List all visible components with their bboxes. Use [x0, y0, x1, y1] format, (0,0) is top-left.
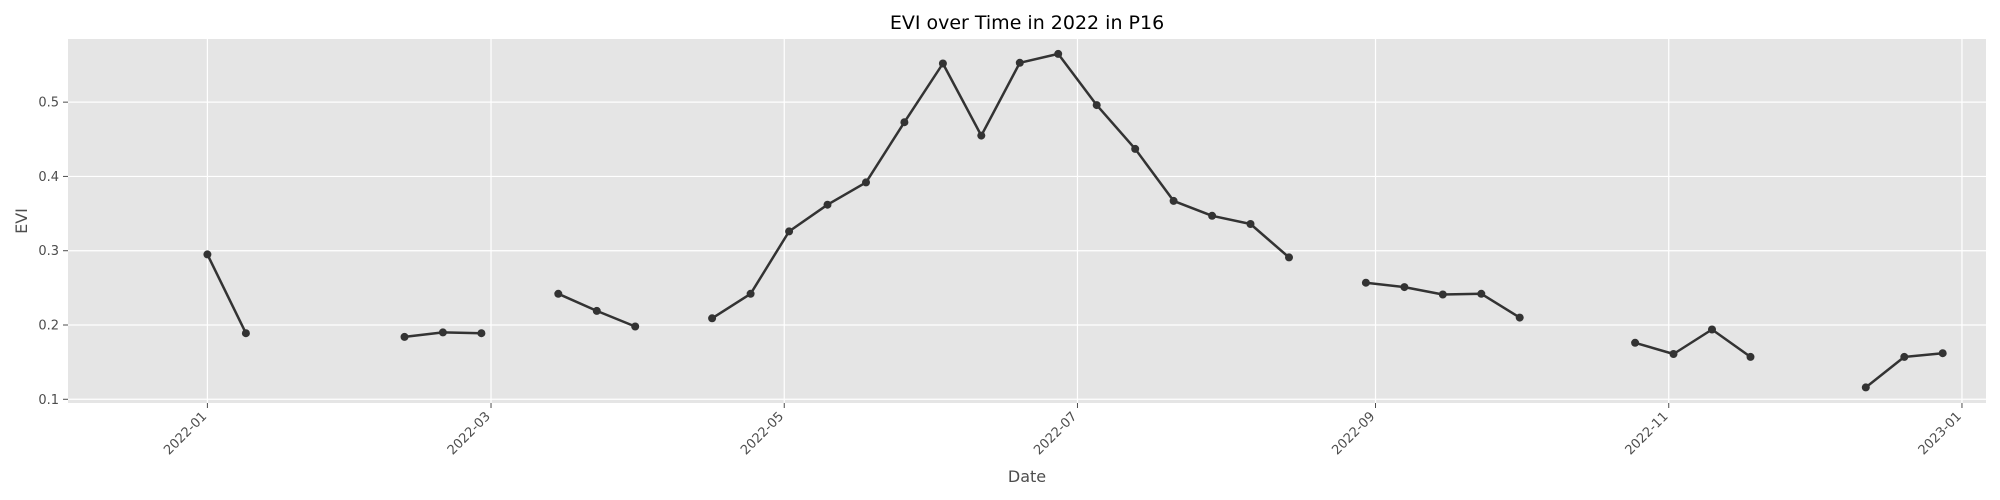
data-point: [977, 131, 986, 140]
data-point: [1477, 289, 1486, 298]
grid-lines: [63, 39, 1986, 408]
x-tick-label: 2022-09: [1329, 409, 1378, 458]
data-point: [938, 59, 947, 68]
series-points: [203, 49, 1947, 392]
data-point: [241, 329, 250, 338]
data-point: [438, 328, 447, 337]
data-point: [900, 118, 909, 127]
y-tick-label: 0.3: [38, 244, 59, 259]
data-point: [1015, 58, 1024, 67]
x-tick-label: 2022-07: [1031, 409, 1080, 458]
x-tick-label: 2023-01: [1916, 409, 1965, 458]
data-point: [631, 322, 640, 331]
data-point: [1938, 349, 1947, 358]
y-tick-label: 0.1: [38, 393, 59, 408]
y-axis-label: EVI: [12, 208, 31, 234]
data-point: [823, 200, 832, 209]
data-point: [1054, 49, 1063, 58]
plot-area: [68, 39, 1986, 403]
data-point: [1669, 350, 1678, 358]
data-point: [1285, 253, 1293, 262]
x-tick-label: 2022-05: [738, 409, 787, 458]
data-point: [592, 306, 601, 315]
data-point: [400, 332, 409, 341]
data-point: [1861, 383, 1870, 392]
data-point: [746, 289, 755, 298]
x-tick-label: 2022-11: [1623, 409, 1672, 458]
data-point: [1515, 313, 1524, 322]
data-point: [1900, 352, 1909, 361]
series-line-segment: [1634, 328, 1752, 358]
y-tick-label: 0.5: [38, 96, 59, 111]
data-point: [1208, 211, 1217, 220]
data-point: [1746, 352, 1755, 361]
data-point: [1169, 196, 1178, 205]
data-point: [477, 329, 486, 338]
y-tick-label: 0.2: [38, 319, 59, 334]
data-point: [862, 178, 870, 187]
data-point: [554, 289, 563, 298]
data-point: [203, 250, 212, 259]
data-point: [1361, 278, 1370, 287]
data-point: [785, 227, 794, 236]
x-tick-label: 2022-03: [445, 409, 494, 458]
data-point: [1092, 101, 1101, 110]
series-line-segment: [206, 253, 248, 334]
data-point: [1400, 283, 1409, 292]
data-point: [1131, 144, 1140, 153]
data-point: [708, 314, 717, 323]
x-axis-label: Date: [1008, 467, 1046, 486]
series-line-segment: [711, 52, 1290, 320]
chart-title: EVI over Time in 2022 in P16: [890, 12, 1164, 34]
data-point: [1438, 290, 1447, 299]
data-point: [1631, 338, 1640, 347]
x-tick-label: 2022-01: [161, 409, 210, 458]
data-point: [1708, 325, 1716, 334]
y-tick-label: 0.4: [38, 170, 59, 185]
data-point: [1246, 220, 1255, 228]
